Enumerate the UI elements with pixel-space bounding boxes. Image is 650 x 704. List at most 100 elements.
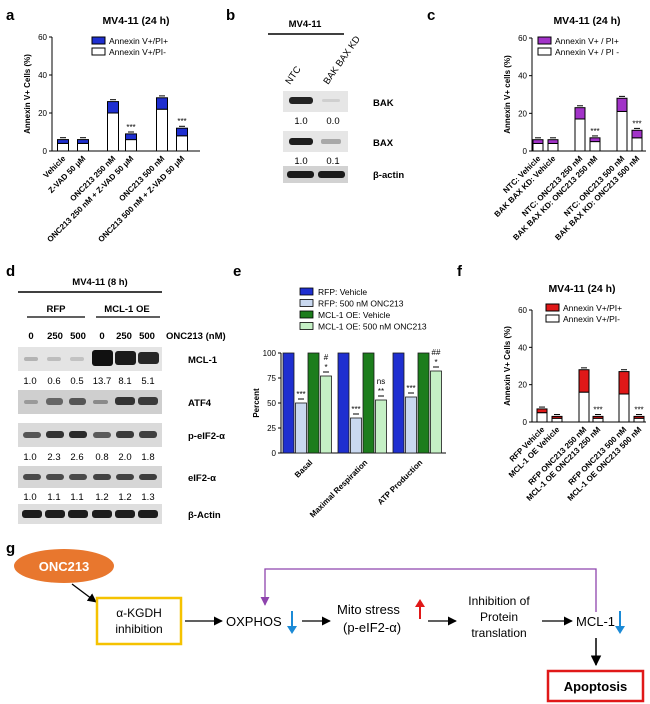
blot-d-dose-3: 500 xyxy=(70,331,86,342)
blot-d-group-rfp: RFP xyxy=(47,304,67,315)
blot-b-bax-strip xyxy=(283,131,348,152)
mcl1-down-arrowhead xyxy=(615,626,625,634)
blot-d-peif-band-6 xyxy=(139,431,157,438)
chart-c-sig: *** xyxy=(632,119,641,128)
blot-b-bax-band-kd xyxy=(321,139,341,144)
chart-e-xtick-label: Basal xyxy=(293,458,314,479)
chart-e-sig: *** xyxy=(351,405,360,414)
blot-d-actin-band-3 xyxy=(68,510,88,518)
blot-d-mcl1-q4: 13.7 xyxy=(93,376,112,387)
blot-d-peif-q1: 1.0 xyxy=(23,452,36,463)
blot-d: d MV4-11 (8 h) RFP MCL-1 OE 0 250 500 0 … xyxy=(6,263,226,524)
oxphos-label: OXPHOS xyxy=(226,614,282,629)
blot-d-group-mcl1: MCL-1 OE xyxy=(104,304,149,315)
blot-b-lane-ntc: NTC xyxy=(283,64,303,86)
chart-f-title: MV4-11 (24 h) xyxy=(548,283,615,295)
blot-d-peif-q4: 0.8 xyxy=(95,452,108,463)
blot-b-actin-strip xyxy=(283,166,348,183)
chart-c-legend-swatch xyxy=(537,47,552,56)
blot-b-bak-band-kd xyxy=(322,99,340,102)
chart-f-ytick-label: 40 xyxy=(518,343,527,352)
blot-d-peif-band-1 xyxy=(23,432,41,438)
blot-d-eif-q1: 1.0 xyxy=(23,492,36,503)
blot-d-mcl1-q3: 0.5 xyxy=(70,376,83,387)
chart-f-bar xyxy=(618,371,630,395)
chart-f-legend-label: Annexin V+/PI- xyxy=(563,314,620,324)
chart-a-bar xyxy=(77,142,89,152)
chart-c-bar xyxy=(631,129,643,139)
chart-e-xtick-label: Maximal Respiration xyxy=(308,458,369,519)
blot-d-actin-label: β-Actin xyxy=(188,510,221,521)
chart-a-bar xyxy=(125,133,137,141)
chart-f-bar xyxy=(592,417,604,423)
blot-b-bak-strip xyxy=(283,91,348,112)
chart-f-bar xyxy=(592,415,604,419)
chart-f-legend-swatch xyxy=(545,303,560,312)
blot-b-bax-band-ntc xyxy=(289,138,313,145)
chart-e-legend-swatch xyxy=(299,322,314,330)
blot-d-eif-band-4 xyxy=(93,474,111,480)
blot-d-atf4-band-1 xyxy=(24,400,38,404)
chart-f-bar xyxy=(578,369,590,393)
chart-e-ytick-label: 50 xyxy=(267,399,276,408)
chart-f: MV4-11 (24 h) 0 20 40 60 Annexin V+ Cells (%)… xyxy=(503,283,646,503)
oxphos-down-arrowhead xyxy=(287,626,297,634)
chart-f-bar xyxy=(551,417,563,423)
chart-e-legend-label: MCL-1 OE: 500 nM ONC213 xyxy=(318,322,427,332)
blot-d-actin-band-6 xyxy=(138,510,158,518)
blot-b-actin-band-ntc xyxy=(287,171,314,178)
chart-a-legend-swatch xyxy=(91,47,106,56)
chart-e-ytick-label: 75 xyxy=(267,374,276,383)
chart-c-ytick-label: 60 xyxy=(518,34,527,43)
chart-f-bar xyxy=(536,408,548,414)
inhib-label-3: translation xyxy=(471,626,526,640)
chart-a-ytick-label: 0 xyxy=(43,147,48,156)
chart-e-sig: *** xyxy=(406,384,415,393)
chart-e-bar xyxy=(295,402,307,454)
blot-d-mcl1-band-5 xyxy=(115,351,136,365)
chart-e-legend-swatch xyxy=(299,287,314,296)
chart-e-legend-label: RFP: Vehicle xyxy=(318,287,367,297)
blot-d-eif-q2: 1.1 xyxy=(47,492,60,503)
chart-e-bar xyxy=(417,352,430,454)
blot-d-eif-q3: 1.1 xyxy=(70,492,83,503)
blot-b-lane-kd: BAK BAX KD xyxy=(321,34,362,87)
chart-e-ytick-label: 25 xyxy=(267,424,276,433)
chart-c-bar xyxy=(574,118,586,152)
chart-c-bar xyxy=(532,139,544,144)
chart-f-ytick-label: 20 xyxy=(518,381,527,390)
blot-d-mcl1-q5: 8.1 xyxy=(118,376,131,387)
chart-e-bar xyxy=(282,352,295,454)
chart-a-bar xyxy=(176,135,188,152)
chart-a-legend-label: Annexin V+/PI- xyxy=(109,47,166,57)
inhib-label-1: Inhibition of xyxy=(468,594,530,608)
chart-f-legend-label: Annexin V+/PI+ xyxy=(563,303,622,313)
kgdh-label-1: α-KGDH xyxy=(116,606,162,620)
chart-a-legend-label: Annexin V+/PI+ xyxy=(109,36,168,46)
blot-d-mcl1-q1: 1.0 xyxy=(23,376,36,387)
chart-c-legend-label: Annexin V+ / PI - xyxy=(555,47,619,57)
chart-f-ylabel: Annexin V+ Cells (%) xyxy=(503,326,512,406)
chart-c-legend-label: Annexin V+ / PI+ xyxy=(555,36,619,46)
blot-d-mcl1-band-6 xyxy=(138,352,159,364)
chart-a-ytick-label: 40 xyxy=(38,71,47,80)
blot-d-eif-q5: 1.2 xyxy=(118,492,131,503)
chart-a-ylabel: Annexin V+ Cells (%) xyxy=(23,54,32,134)
kgdh-label-2: inhibition xyxy=(115,622,162,636)
chart-f-bar xyxy=(633,415,645,419)
panel-label-d: d xyxy=(6,263,15,280)
chart-e-bar xyxy=(307,352,320,454)
chart-c-bar xyxy=(532,142,544,152)
apoptosis-label: Apoptosis xyxy=(564,679,628,694)
chart-c-legend-swatch xyxy=(537,36,552,45)
blot-d-peif-band-4 xyxy=(93,432,111,438)
blot-d-atf4-label: ATF4 xyxy=(188,398,212,409)
chart-f-sig: *** xyxy=(593,405,602,414)
chart-e-ytick-label: 100 xyxy=(263,349,277,358)
blot-b-bax-q2: 0.1 xyxy=(326,156,339,167)
chart-a-bar xyxy=(156,97,168,110)
blot-b-bak-q1: 1.0 xyxy=(294,116,307,127)
chart-f-ytick-label: 0 xyxy=(523,418,528,427)
chart-f-bar xyxy=(551,415,563,419)
